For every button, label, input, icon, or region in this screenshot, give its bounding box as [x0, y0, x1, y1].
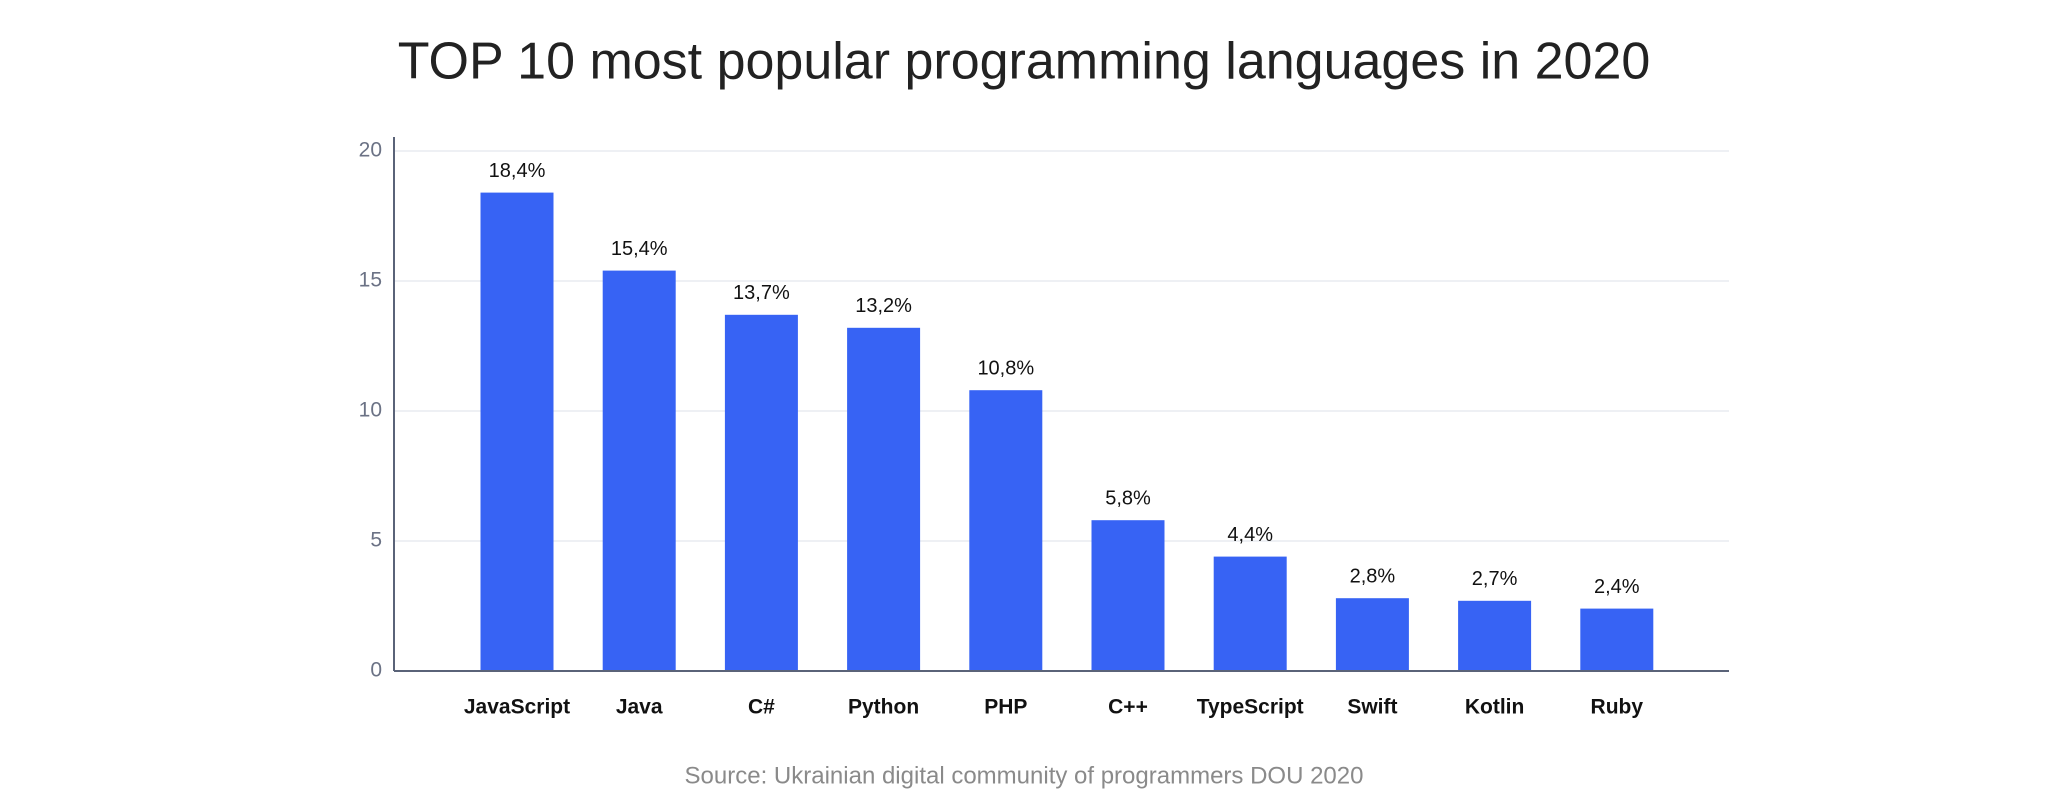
- bar: [1091, 520, 1165, 671]
- x-tick-label: C++: [1108, 696, 1148, 719]
- value-label: 13,2%: [855, 295, 912, 317]
- bar: [969, 390, 1043, 671]
- x-tick-label: JavaScript: [464, 696, 570, 719]
- x-tick-label: C#: [748, 696, 775, 719]
- bar: [724, 314, 798, 671]
- chart-title: TOP 10 most popular programming language…: [398, 33, 1651, 91]
- value-label: 2,7%: [1472, 568, 1518, 590]
- bar: [602, 270, 676, 671]
- y-tick-label: 10: [359, 399, 382, 422]
- bar: [1458, 600, 1532, 671]
- y-tick-label: 5: [370, 529, 382, 552]
- y-tick-label: 20: [359, 139, 382, 162]
- y-tick-label: 0: [370, 659, 382, 682]
- x-tick-label: Java: [616, 696, 663, 719]
- y-tick-label: 15: [359, 269, 382, 292]
- value-label: 18,4%: [489, 160, 546, 182]
- value-label: 13,7%: [733, 282, 790, 304]
- x-tick-label: TypeScript: [1197, 696, 1304, 719]
- x-tick-label: PHP: [984, 696, 1027, 719]
- value-label: 15,4%: [611, 238, 668, 260]
- x-tick-label: Ruby: [1591, 696, 1644, 719]
- bar: [1580, 608, 1654, 671]
- bar: [847, 327, 921, 671]
- bar: [1213, 556, 1287, 671]
- value-label: 2,4%: [1594, 576, 1640, 598]
- bar: [480, 192, 554, 671]
- x-tick-label: Swift: [1347, 696, 1397, 719]
- value-label: 2,8%: [1350, 565, 1396, 587]
- source-note: Source: Ukrainian digital community of p…: [685, 762, 1364, 789]
- bar: [1335, 598, 1409, 671]
- value-label: 10,8%: [977, 357, 1034, 379]
- x-tick-label: Kotlin: [1465, 696, 1524, 719]
- x-tick-label: Python: [848, 696, 919, 719]
- value-label: 5,8%: [1105, 487, 1151, 509]
- value-label: 4,4%: [1227, 524, 1273, 546]
